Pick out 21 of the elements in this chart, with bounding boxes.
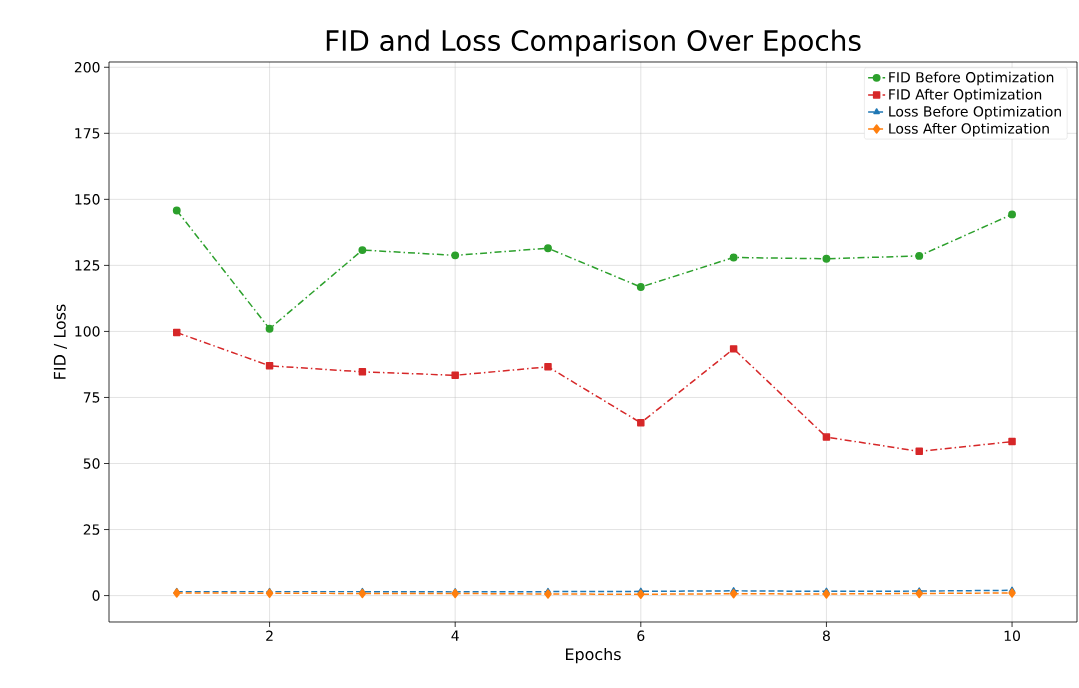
y-axis-title: FID / Loss bbox=[53, 304, 68, 379]
y-tick-label: 50 bbox=[83, 458, 100, 469]
y-tick-label: 0 bbox=[92, 590, 100, 601]
legend-label: FID After Optimization bbox=[889, 88, 1042, 103]
x-tick-label: 4 bbox=[451, 630, 459, 641]
x-tick-label: 10 bbox=[1004, 630, 1020, 642]
x-tick-label: 2 bbox=[266, 630, 273, 641]
y-tick-label: 200 bbox=[74, 62, 100, 73]
y-tick-label: 175 bbox=[75, 128, 100, 139]
y-tick-label: 150 bbox=[75, 194, 100, 205]
x-tick-label: 8 bbox=[822, 630, 830, 642]
legend-label: Loss Before Optimization bbox=[889, 105, 1061, 120]
x-tick-label: 6 bbox=[637, 630, 645, 642]
y-tick-label: 75 bbox=[83, 392, 100, 403]
chart-title: FID and Loss Comparison Over Epochs bbox=[326, 29, 861, 57]
y-tick-label: 25 bbox=[83, 524, 100, 535]
y-tick-label: 100 bbox=[75, 326, 100, 337]
x-axis-title: Epochs bbox=[566, 647, 621, 664]
legend-label: FID Before Optimization bbox=[889, 71, 1054, 86]
y-tick-label: 125 bbox=[75, 260, 100, 271]
legend-label: Loss After Optimization bbox=[889, 123, 1049, 137]
